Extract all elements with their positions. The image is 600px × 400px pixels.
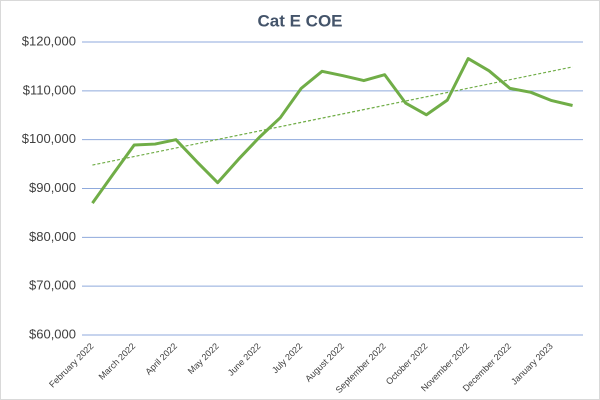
y-tick-label: $120,000 — [22, 33, 76, 48]
y-tick-label: $80,000 — [29, 229, 76, 244]
chart-title: Cat E COE — [257, 11, 342, 30]
y-tick-label: $70,000 — [29, 278, 76, 293]
y-tick-label: $90,000 — [29, 180, 76, 195]
y-tick-label: $60,000 — [29, 326, 76, 341]
y-tick-label: $110,000 — [23, 82, 76, 97]
data-line — [91, 57, 573, 205]
trendline — [92, 66, 573, 166]
y-tick-label: $100,000 — [22, 131, 76, 146]
